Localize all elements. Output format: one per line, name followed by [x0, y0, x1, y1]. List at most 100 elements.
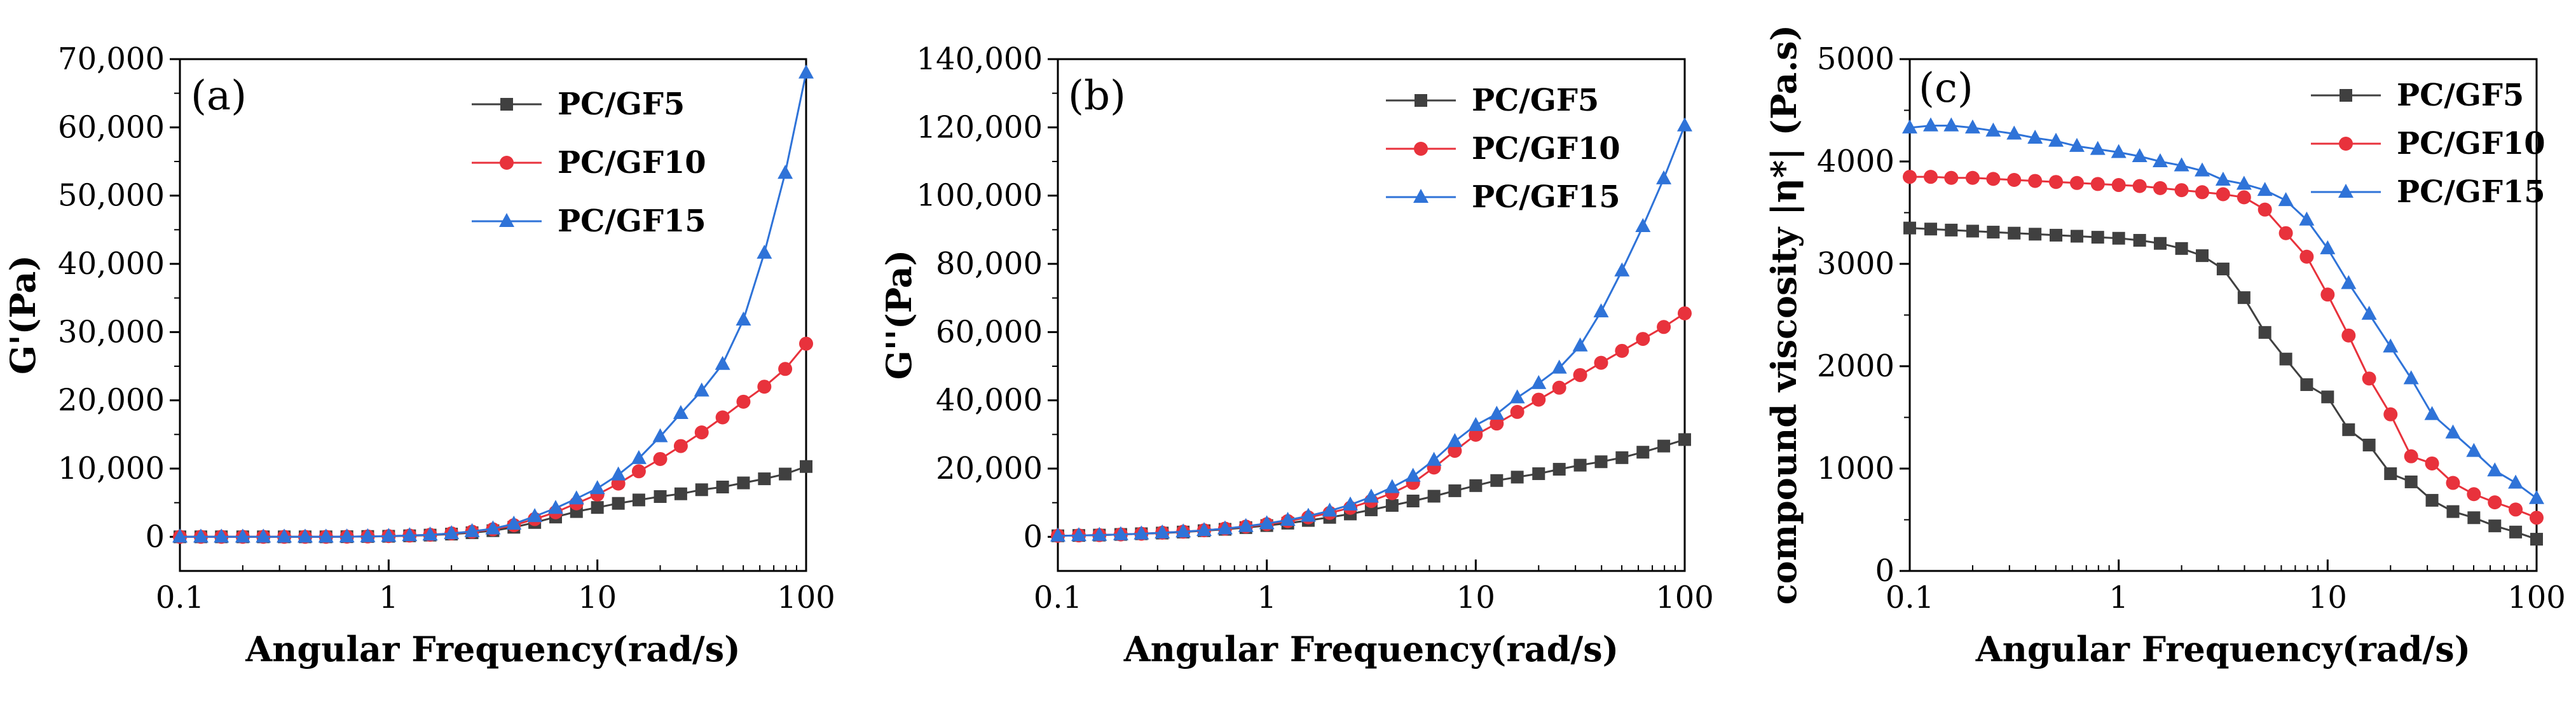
data-point: [652, 428, 668, 443]
series-line: [1910, 175, 2537, 519]
y-axis-title: G''(Pa): [879, 250, 919, 380]
data-point: [737, 476, 750, 490]
data-point: [2509, 525, 2523, 539]
x-tick-label: 1: [1257, 580, 1277, 615]
data-point: [2299, 211, 2315, 226]
data-point: [2153, 181, 2167, 195]
data-point: [1923, 170, 1938, 184]
data-point: [2008, 226, 2021, 240]
legend-label: PC/GF15: [1472, 179, 1620, 215]
data-point: [2342, 423, 2355, 436]
data-point: [2466, 443, 2482, 457]
data-point: [2488, 519, 2502, 533]
data-point: [1677, 117, 1692, 132]
data-point: [2174, 183, 2189, 198]
data-point: [1678, 306, 1692, 320]
y-tick-label: 50,000: [58, 178, 165, 214]
data-point: [2050, 228, 2063, 242]
data-point: [778, 165, 793, 179]
data-point: [214, 528, 230, 543]
y-tick-label: 40,000: [936, 383, 1043, 418]
legend: PC/GF5 PC/GF10 PC/GF15: [2311, 78, 2545, 210]
data-point: [1092, 526, 1107, 541]
data-point: [1657, 320, 1671, 334]
data-point: [2278, 192, 2294, 207]
data-point: [2362, 371, 2376, 386]
data-point: [1050, 527, 1065, 542]
y-tick-label: 60,000: [936, 314, 1043, 350]
data-point: [485, 520, 501, 535]
data-point: [1551, 359, 1567, 374]
x-tick-label: 1: [379, 580, 399, 615]
y-tick-label: 80,000: [936, 246, 1043, 282]
data-point: [2132, 148, 2148, 162]
data-point: [2299, 249, 2314, 264]
data-point: [318, 528, 334, 543]
data-point: [800, 460, 812, 473]
data-point: [736, 312, 751, 326]
data-point: [1615, 451, 1629, 464]
legend-label: PC/GF10: [1472, 131, 1620, 167]
data-point: [591, 501, 604, 514]
data-point: [631, 450, 647, 464]
data-point: [297, 528, 313, 543]
y-tick-label: 20,000: [58, 383, 165, 418]
data-point: [1509, 389, 1525, 404]
data-point: [2320, 287, 2335, 302]
data-point: [2424, 406, 2440, 420]
x-tick-label: 100: [1655, 580, 1714, 615]
y-tick-label: 20,000: [936, 451, 1043, 486]
data-point: [694, 382, 709, 397]
x-tick-label: 100: [777, 580, 835, 615]
data-point: [2236, 175, 2252, 190]
y-tick-label: 120,000: [917, 109, 1043, 145]
data-point: [1448, 484, 1462, 497]
data-point: [2111, 144, 2127, 158]
data-point: [757, 380, 772, 394]
data-point: [2530, 511, 2544, 525]
data-point: [1594, 355, 1608, 370]
legend-label: PC/GF5: [1472, 83, 1599, 118]
data-point: [256, 528, 271, 543]
data-point: [1426, 451, 1442, 466]
data-point: [2069, 175, 2084, 190]
data-point: [1447, 433, 1463, 448]
data-point: [2196, 249, 2209, 263]
panel-label: (b): [1068, 72, 1126, 120]
data-point: [1134, 525, 1149, 540]
data-point: [632, 493, 645, 507]
data-point: [1490, 416, 1504, 431]
data-point: [1593, 303, 1609, 318]
legend-marker: [1413, 189, 1428, 203]
data-point: [1657, 439, 1671, 453]
x-tick-label: 0.1: [1886, 580, 1934, 615]
data-point: [2090, 141, 2106, 155]
data-point: [1614, 262, 1630, 277]
legend-label: PC/GF15: [558, 203, 706, 239]
data-point: [736, 394, 751, 409]
data-point: [1300, 507, 1316, 522]
y-tick-label: 100,000: [917, 178, 1043, 214]
y-tick-label: 40,000: [58, 246, 165, 282]
data-point: [1635, 217, 1651, 232]
data-point: [1406, 494, 1420, 507]
data-point: [2361, 305, 2377, 320]
data-point: [2487, 462, 2503, 477]
data-point: [799, 336, 813, 351]
data-point: [1280, 512, 1296, 526]
y-tick-label: 30,000: [58, 314, 165, 350]
series-pc-gf5: [1052, 433, 1691, 542]
y-tick-label: 4000: [1817, 144, 1894, 179]
data-point: [2258, 326, 2271, 339]
data-point: [758, 472, 771, 486]
data-point: [464, 523, 480, 537]
y-tick-label: 70,000: [58, 41, 165, 77]
data-point: [2132, 179, 2147, 193]
data-point: [2070, 230, 2083, 243]
data-point: [193, 528, 209, 543]
data-point: [1987, 226, 2000, 239]
data-point: [1636, 446, 1650, 459]
data-point: [1945, 223, 1958, 237]
